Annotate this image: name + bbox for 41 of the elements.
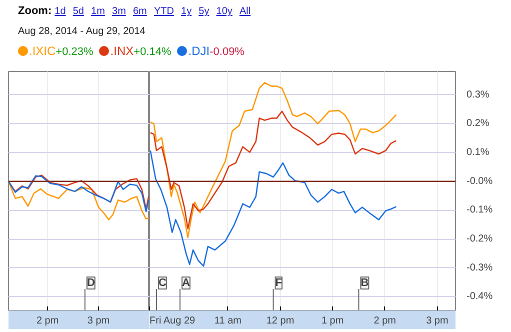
legend-label: .INX (110, 44, 134, 58)
x-tick-label: 3 pm (87, 316, 110, 326)
text: 1y (181, 6, 192, 17)
chart-title: Zoom: (18, 5, 52, 17)
x-tick-label: 12 pm (266, 316, 294, 326)
ref-line-label: C (158, 276, 166, 289)
chart-subtitle: Aug 28, 2014 - Aug 29, 2014 (18, 24, 146, 39)
legend-label: .IXIC (29, 44, 56, 58)
text: All (239, 6, 251, 17)
ref-line-label: F (275, 276, 282, 289)
x-tick-label: 11 am (214, 316, 242, 326)
text: 5y (198, 6, 210, 17)
x-tick-label: 2 pm (374, 316, 396, 326)
text: 6m (132, 6, 147, 17)
text: 1m (91, 6, 105, 17)
y-tick-label: -0.4% (466, 291, 493, 302)
line-series (150, 82, 397, 238)
x-tick-label: 1 pm (321, 316, 344, 326)
y-tick-label: -0.2% (466, 234, 493, 244)
y-tick-label: -0.1% (466, 204, 493, 216)
x-tick-label: Fri Aug 29 (150, 316, 196, 326)
text: 1d (54, 6, 66, 17)
y-tick-label: 0.3% (466, 89, 490, 100)
text: 5d (72, 6, 84, 17)
y-tick-label: 0.1% (466, 147, 490, 158)
text: YTD (154, 6, 174, 17)
legend-label: .DJI (188, 44, 210, 58)
x-tick-label: 3 pm (426, 316, 448, 326)
line-series (150, 150, 397, 267)
y-tick-label: -0.3% (466, 262, 493, 274)
text: +0.14% (134, 46, 172, 58)
text: +0.23% (56, 46, 94, 58)
y-tick-label: 0.2% (466, 118, 490, 130)
text: 10y (216, 6, 232, 17)
line-series (150, 110, 397, 230)
x-tick-label: 2 pm (36, 316, 59, 326)
ref-line-label: D (86, 276, 95, 289)
text: -0.09% (210, 46, 244, 58)
ref-line-label: B (360, 276, 369, 289)
text: 3m (112, 6, 126, 17)
y-tick-label: -0.0% (466, 176, 493, 187)
